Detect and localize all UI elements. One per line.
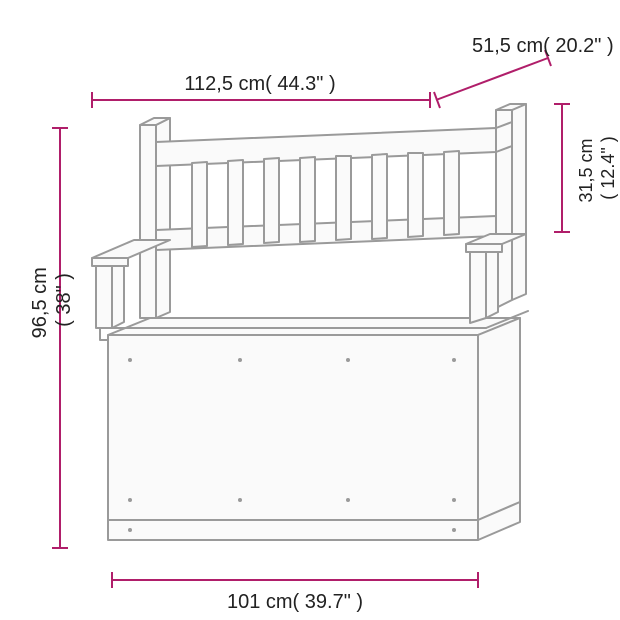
label-height-left: 96,5 cm ( 38" ) bbox=[29, 262, 75, 339]
label-width-bottom: 101 cm( 39.7" ) bbox=[227, 591, 363, 613]
dim-height-left bbox=[52, 128, 68, 548]
dim-depth-top bbox=[434, 50, 551, 108]
dim-width-bottom bbox=[112, 572, 478, 588]
dim-back-right bbox=[554, 104, 570, 232]
label-width-top: 112,5 cm( 44.3" ) bbox=[184, 73, 335, 95]
product-drawing bbox=[92, 104, 528, 540]
dimension-diagram: 112,5 cm( 44.3" ) 51,5 cm( 20.2" ) 96,5 … bbox=[0, 0, 620, 620]
label-back-right: 31,5 cm ( 12.4" ) bbox=[576, 133, 618, 202]
label-depth-top: 51,5 cm( 20.2" ) bbox=[472, 35, 614, 57]
